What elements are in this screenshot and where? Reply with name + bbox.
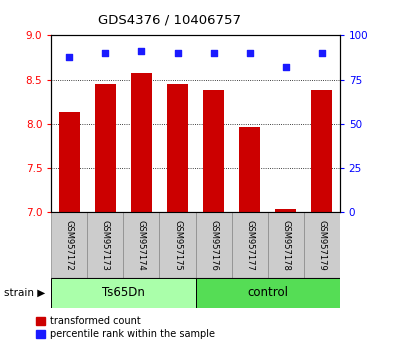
Bar [160, 212, 196, 278]
Point [246, 50, 253, 56]
Text: Ts65Dn: Ts65Dn [102, 286, 145, 299]
Point [282, 64, 289, 70]
Text: GSM957175: GSM957175 [173, 220, 182, 270]
Bar [304, 212, 340, 278]
Text: GDS4376 / 10406757: GDS4376 / 10406757 [98, 13, 241, 27]
Text: control: control [247, 286, 288, 299]
Bar [123, 212, 160, 278]
Legend: transformed count, percentile rank within the sample: transformed count, percentile rank withi… [36, 316, 215, 339]
Bar [51, 278, 196, 308]
Text: GSM957176: GSM957176 [209, 220, 218, 270]
Text: GSM957172: GSM957172 [65, 220, 74, 270]
Bar [131, 73, 152, 212]
Text: GSM957177: GSM957177 [245, 220, 254, 270]
Point [211, 50, 217, 56]
Text: strain ▶: strain ▶ [4, 288, 45, 298]
Bar [51, 212, 87, 278]
Point [138, 48, 145, 54]
Bar [167, 84, 188, 212]
Point [66, 54, 73, 59]
Bar [95, 84, 116, 212]
Bar [231, 212, 267, 278]
Point [102, 50, 109, 56]
Bar [239, 126, 260, 212]
Text: GSM957174: GSM957174 [137, 220, 146, 270]
Bar [58, 112, 80, 212]
Bar [203, 90, 224, 212]
Point [318, 50, 325, 56]
Bar [267, 212, 304, 278]
Bar [311, 90, 333, 212]
Text: GSM957173: GSM957173 [101, 220, 110, 270]
Point [174, 50, 181, 56]
Text: GSM957178: GSM957178 [281, 220, 290, 270]
Bar [275, 209, 296, 212]
Bar [87, 212, 123, 278]
Text: GSM957179: GSM957179 [317, 220, 326, 270]
Bar [196, 278, 340, 308]
Bar [196, 212, 231, 278]
